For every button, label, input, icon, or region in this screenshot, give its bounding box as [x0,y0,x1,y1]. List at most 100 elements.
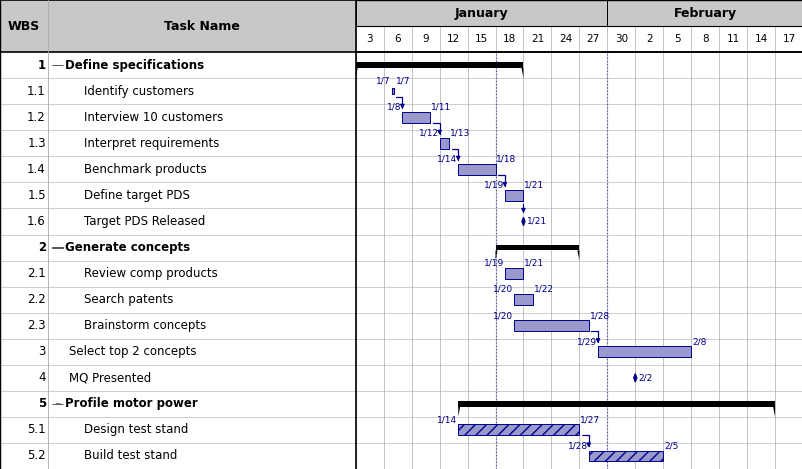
Polygon shape [495,250,496,260]
Text: 5.1: 5.1 [27,424,46,437]
Text: 2/5: 2/5 [663,441,678,450]
Bar [504,268,523,279]
Text: 1/19: 1/19 [483,259,504,268]
Text: 1.3: 1.3 [27,137,46,150]
Text: 15: 15 [474,34,488,44]
Bar [458,424,579,435]
Text: 1.4: 1.4 [27,163,46,176]
Text: −: − [55,243,61,252]
Bar [439,138,448,149]
Polygon shape [355,68,357,78]
Text: Interpret requirements: Interpret requirements [83,137,219,150]
Bar [495,245,579,250]
Text: MQ Presented: MQ Presented [69,371,152,384]
Text: 5.2: 5.2 [27,449,46,462]
Text: 8: 8 [701,34,707,44]
Bar [52,247,63,248]
Text: February: February [673,7,735,20]
Polygon shape [772,407,774,416]
Bar [513,294,532,305]
Text: 17: 17 [781,34,795,44]
Polygon shape [520,68,523,78]
Text: January: January [454,7,508,20]
Text: 5: 5 [673,34,679,44]
Text: 1: 1 [38,59,46,72]
Text: 1/22: 1/22 [533,285,553,294]
Text: 21: 21 [530,34,544,44]
Bar [52,403,63,404]
Text: 1/13: 1/13 [449,129,469,137]
Text: 1.2: 1.2 [27,111,46,124]
Bar [458,164,495,175]
Text: 2: 2 [38,241,46,254]
Text: 1/20: 1/20 [492,285,512,294]
Text: Build test stand: Build test stand [83,449,176,462]
Text: 1/7: 1/7 [375,76,390,85]
Bar [504,190,523,201]
Text: 1/14: 1/14 [436,415,456,424]
Text: 2/8: 2/8 [691,337,706,346]
Text: 6: 6 [394,34,400,44]
Bar [588,451,662,461]
Text: 1/28: 1/28 [589,311,609,320]
Polygon shape [458,407,460,416]
Text: 1/20: 1/20 [492,311,512,320]
Text: 1.1: 1.1 [27,85,46,98]
Text: Generate concepts: Generate concepts [65,241,190,254]
Polygon shape [521,217,525,226]
Text: Define target PDS: Define target PDS [83,189,189,202]
Text: Review comp products: Review comp products [83,267,217,280]
Text: Interview 10 customers: Interview 10 customers [83,111,223,124]
Text: 1/18: 1/18 [496,155,516,164]
Bar [0,0,355,52]
Text: Search patents: Search patents [83,293,172,306]
Text: Brainstorm concepts: Brainstorm concepts [83,319,205,332]
Text: Identify customers: Identify customers [83,85,193,98]
Text: 1/11: 1/11 [431,103,451,112]
Bar [355,0,606,26]
Text: 1/28: 1/28 [567,441,587,450]
Text: 14: 14 [754,34,767,44]
Text: 2.2: 2.2 [27,293,46,306]
Bar [606,0,802,26]
Text: 2.3: 2.3 [27,319,46,332]
Text: Define specifications: Define specifications [65,59,204,72]
Bar [513,320,588,331]
Text: 30: 30 [614,34,627,44]
Bar [597,346,691,357]
Text: 1/7: 1/7 [395,76,410,85]
Polygon shape [633,374,636,382]
Text: 1/21: 1/21 [524,259,544,268]
Text: 1/19: 1/19 [483,181,504,190]
Text: 2.1: 2.1 [27,267,46,280]
Text: 1/14: 1/14 [436,155,456,164]
Text: 1/8: 1/8 [387,103,401,112]
Text: −: − [55,61,61,69]
Text: Benchmark products: Benchmark products [83,163,206,176]
Text: 2/2: 2/2 [638,373,652,382]
Polygon shape [577,250,579,260]
Text: 12: 12 [447,34,460,44]
Text: 5: 5 [38,397,46,410]
Text: 2: 2 [645,34,652,44]
Text: Select top 2 concepts: Select top 2 concepts [69,345,196,358]
Text: 11: 11 [726,34,739,44]
Bar [391,88,394,94]
Text: Task Name: Task Name [164,20,240,32]
Text: 27: 27 [586,34,599,44]
Text: 4: 4 [38,371,46,384]
Text: 1/27: 1/27 [580,415,600,424]
Text: 3: 3 [366,34,373,44]
Bar [52,65,63,66]
Text: 1.5: 1.5 [27,189,46,202]
Text: Target PDS Released: Target PDS Released [83,215,205,228]
Text: 1/21: 1/21 [526,217,546,226]
Bar [402,112,430,123]
Text: WBS: WBS [8,20,40,32]
Bar [458,401,774,407]
Text: 1.6: 1.6 [27,215,46,228]
Text: Profile motor power: Profile motor power [65,397,197,410]
Text: 1/21: 1/21 [524,181,544,190]
Text: Design test stand: Design test stand [83,424,188,437]
Bar [355,62,523,68]
